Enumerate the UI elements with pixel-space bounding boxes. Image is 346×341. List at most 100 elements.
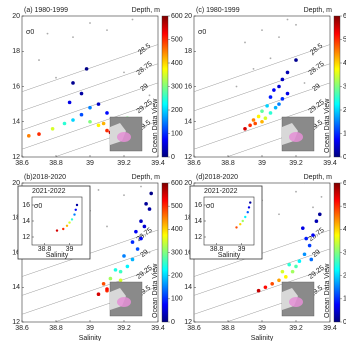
sigma-label: σ0 (26, 29, 34, 36)
data-point (304, 237, 308, 241)
data-point (63, 122, 67, 126)
data-point (303, 252, 307, 256)
reference-point (312, 206, 314, 208)
color-title: Depth, m (304, 7, 333, 14)
color-title: Depth, m (132, 174, 161, 181)
data-point (97, 102, 101, 106)
data-point (281, 97, 285, 101)
y-tick-label: 12 (22, 234, 30, 241)
data-point (269, 95, 273, 99)
x-axis-label: Salinity (46, 252, 69, 259)
reference-point (304, 182, 306, 184)
data-point (291, 270, 295, 274)
sigma-label: σ0 (198, 29, 206, 36)
reference-point (106, 29, 108, 31)
data-point (301, 226, 305, 230)
colorbar-label: Ocean Data View (324, 263, 331, 318)
map-region (289, 132, 303, 142)
colorbar-tick-label: 600 (171, 13, 183, 20)
y-tick-label: 18 (184, 48, 192, 55)
reference-point (89, 22, 91, 24)
inset-title: 2021-2022 (32, 188, 66, 195)
data-point (80, 92, 84, 96)
reference-point (304, 82, 306, 84)
reference-point (123, 72, 125, 74)
map-region (289, 297, 303, 307)
x-tick-label: 39.2 (117, 325, 131, 332)
data-point (257, 115, 261, 119)
inset-title: 2021-2022 (204, 188, 238, 195)
data-point (88, 120, 92, 124)
x-tick-label: 39 (86, 160, 94, 167)
data-point (243, 127, 247, 131)
data-point (71, 81, 75, 85)
reference-point (295, 24, 297, 26)
figure: 28.528.752929.2529.538.638.83939.239.412… (0, 0, 346, 341)
x-tick-label: 38.6 (187, 325, 201, 332)
y-tick-label: 20 (184, 13, 192, 20)
data-point (73, 213, 75, 215)
data-point (253, 122, 257, 126)
y-tick-label: 16 (22, 202, 30, 209)
data-point (131, 240, 135, 244)
panel-title: (d)2018-2020 (196, 174, 238, 181)
x-tick-label: 38.8 (221, 325, 235, 332)
colorbar-tick-label: 600 (171, 180, 183, 187)
colorbar-tick-label: 300 (171, 249, 183, 256)
y-tick-label: 16 (12, 83, 20, 90)
reference-point (132, 19, 134, 21)
data-point (148, 207, 152, 211)
colorbar-tick-label: 400 (171, 226, 183, 233)
data-point (134, 230, 138, 234)
data-point (76, 204, 78, 206)
data-point (139, 219, 143, 223)
data-point (66, 225, 68, 227)
data-point (277, 279, 281, 283)
colorbar-tick-label: 0 (171, 319, 175, 326)
x-tick-label: 39 (258, 160, 266, 167)
data-point (102, 122, 106, 126)
data-point (105, 129, 109, 133)
x-tick-label: 38.8 (221, 160, 235, 167)
x-tick-label: 38.6 (15, 160, 29, 167)
data-point (281, 270, 285, 274)
colorbar-tick-label: 500 (171, 203, 183, 210)
reference-point (253, 68, 255, 70)
data-point (75, 209, 77, 211)
data-point (105, 111, 109, 115)
data-point (286, 92, 290, 96)
x-tick-label: 39.4 (151, 325, 165, 332)
x-axis-label: Salinity (79, 335, 102, 341)
x-tick-label: 39.4 (323, 325, 337, 332)
x-tick-label: 39.4 (151, 160, 165, 167)
colorbar-label: Ocean Data View (324, 98, 331, 153)
data-point (260, 109, 264, 113)
colorbar-tick-label: 200 (171, 273, 183, 280)
reference-point (295, 191, 297, 193)
data-point (310, 258, 314, 262)
data-point (97, 292, 101, 296)
data-point (143, 225, 147, 229)
colorbar (162, 183, 168, 322)
color-title: Depth, m (132, 7, 161, 14)
colorbar (334, 183, 340, 322)
data-point (284, 275, 288, 279)
data-point (131, 258, 135, 262)
data-point (136, 247, 140, 251)
reference-point (270, 57, 272, 59)
data-point (286, 71, 290, 75)
panel-title: (c) 1980-1999 (196, 7, 240, 14)
data-point (274, 106, 278, 110)
data-point (62, 228, 64, 230)
data-point (119, 270, 123, 274)
y-tick-label: 12 (184, 319, 192, 326)
panel-title: (b)2018-2020 (24, 174, 66, 181)
data-point (244, 216, 246, 218)
data-point (105, 287, 109, 291)
data-point (71, 118, 75, 122)
reference-point (149, 94, 151, 96)
y-tick-label: 12 (12, 154, 20, 161)
data-point (294, 58, 298, 62)
y-tick-label: 14 (194, 218, 202, 225)
data-point (68, 221, 70, 223)
